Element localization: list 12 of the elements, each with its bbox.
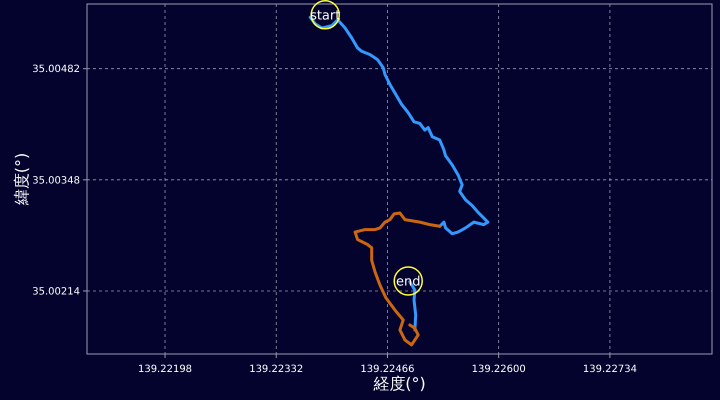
x-tick-label: 139.22198 bbox=[138, 364, 192, 375]
y-axis-title: 緯度(°) bbox=[12, 152, 31, 206]
y-tick-label: 35.00348 bbox=[32, 175, 80, 186]
x-tick-label: 139.22734 bbox=[582, 364, 637, 375]
y-tick-label: 35.00482 bbox=[32, 64, 80, 76]
annotation: end bbox=[396, 274, 420, 290]
line-series bbox=[354, 212, 442, 346]
x-axis-title: 経度(°) bbox=[372, 374, 426, 393]
x-tick-label: 139.22600 bbox=[472, 364, 526, 375]
x-tick-label: 139.22466 bbox=[360, 364, 415, 375]
x-tick-label: 139.22332 bbox=[249, 364, 304, 375]
y-tick-label: 35.00214 bbox=[32, 286, 80, 298]
